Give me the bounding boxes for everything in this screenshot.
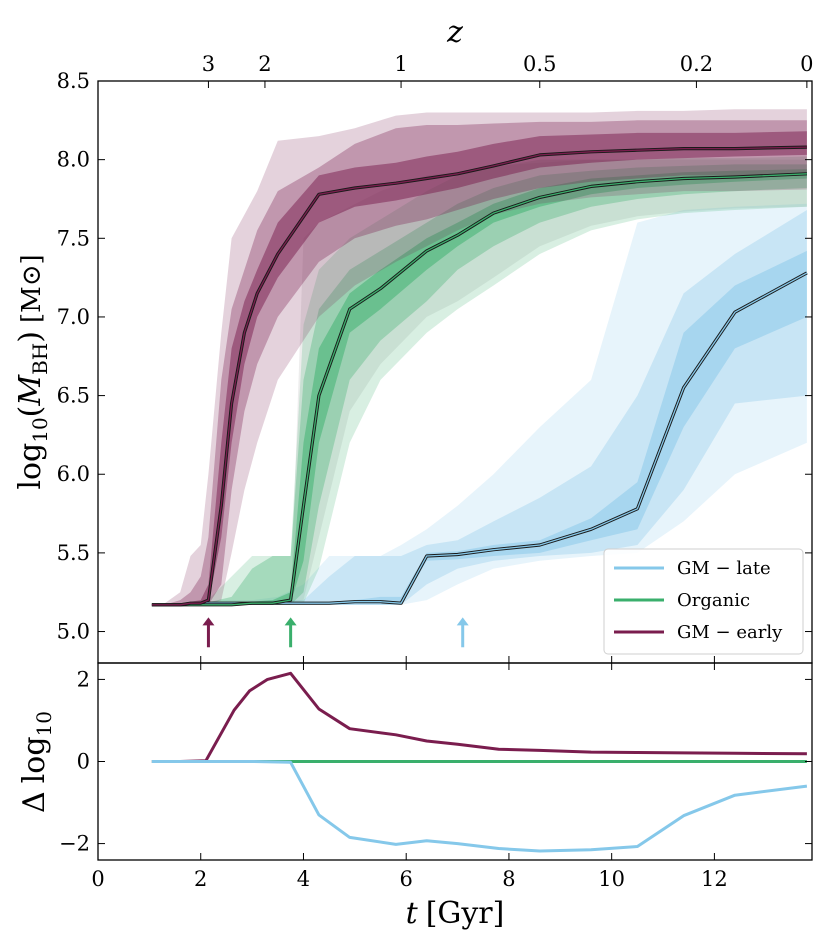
x-tick-label: 0 [91,867,104,891]
band-inner-gm-late [151,250,807,605]
main-y-tick-label: 5.5 [57,541,90,565]
main-y-tick-label: 6.5 [57,384,90,408]
median-line-organic [151,173,807,606]
residual-y-axis-label: Δlog10 [17,711,56,813]
main-y-tick-label: 8.5 [57,69,90,93]
median-lines [151,145,808,607]
main-y-tick-label: 8.0 [57,148,90,172]
residual-y-ticks: −2 0 2 [59,667,812,856]
legend: GM − late Organic GM − early [603,548,804,655]
band-grey-organic [151,159,807,605]
x-tick-label: 6 [400,867,413,891]
residual-y-tick-label: 0 [77,750,90,774]
arrow-head-gm-late [456,617,469,626]
band-outer-gm-early [151,109,807,605]
residual-line-gm-early [151,671,807,763]
redshift-ticks: 3 2 1 0.5 0.2 0 [202,52,814,88]
main-panel: 5.0 5.5 6.0 6.5 7.0 7.5 8.0 8.5 3 2 1 0.5 0.2 0 z lo… [13,15,814,664]
band-mid-organic [151,164,807,605]
arrow-head-organic [284,617,297,626]
redshift-tick-label: 2 [258,52,271,76]
redshift-axis-label: z [446,15,463,50]
redshift-tick-label: 0.2 [680,52,713,76]
main-y-tick-label: 5.0 [57,620,90,644]
residual-panel: −202 0 2 4 6 8 10 12 Δlog10 t [Gyr] [17,662,813,931]
residual-lines [151,671,808,853]
main-x-ticks [97,656,715,663]
band-outer-organic [151,156,807,605]
x-tick-label: 2 [194,867,207,891]
redshift-tick-label: 3 [202,52,215,76]
redshift-tick-label: 0.5 [523,52,556,76]
main-y-tick-label: 6.0 [57,462,90,486]
residual-y-tick-label: 2 [77,667,90,691]
x-tick-label: 10 [598,867,625,891]
median-line-gm-early [151,146,807,606]
x-tick-label: 4 [297,867,310,891]
legend-label-gm-late: GM − late [677,558,771,579]
x-axis-label: t [Gyr] [406,896,505,931]
arrow-head-gm-early [202,617,215,626]
redshift-tick-label: 0 [800,52,813,76]
residual-line-gm-late [151,760,808,853]
residual-x-ticks: 0 2 4 6 8 10 12 [91,663,728,891]
main-y-tick-label: 7.0 [57,305,90,329]
main-y-ticks: 5.0 5.5 6.0 6.5 7.0 7.5 8.0 8.5 [57,69,812,644]
legend-label-organic: Organic [677,590,750,611]
legend-label-gm-early: GM − early [677,622,783,643]
x-tick-label: 8 [502,867,515,891]
x-tick-label: 12 [701,867,728,891]
onset-arrows [202,617,469,648]
redshift-tick-label: 1 [394,52,407,76]
main-y-tick-label: 7.5 [57,226,90,250]
residual-y-tick-label: −2 [59,832,90,856]
main-y-axis-label: log10(MBH)[M⊙] [13,254,52,489]
legend-box [603,548,804,655]
confidence-bands [151,109,807,605]
band-mid-gm-early [151,120,807,605]
